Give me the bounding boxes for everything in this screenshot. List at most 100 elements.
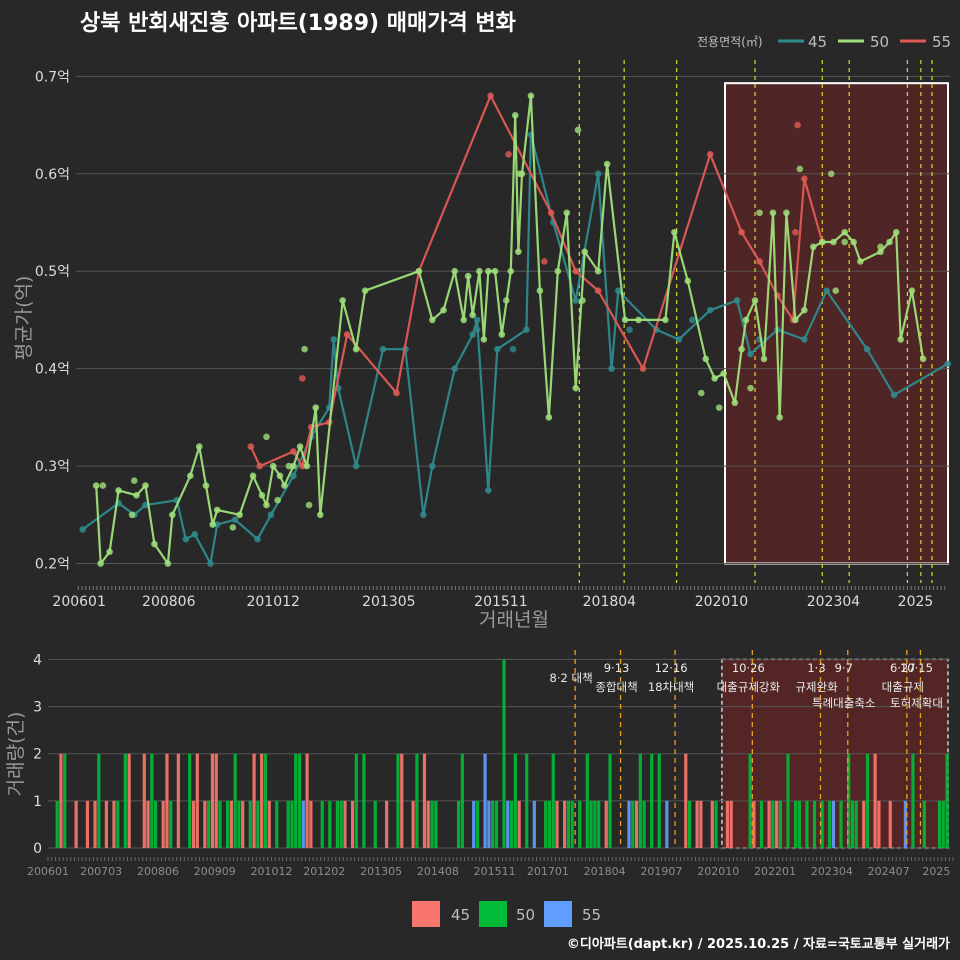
series-50-point (572, 384, 580, 392)
series-50-point (186, 472, 194, 480)
series-50-point (776, 414, 783, 421)
price-y-tick-label: 0.2억 (35, 557, 70, 573)
series-55-point (756, 258, 763, 265)
volume-bar (85, 800, 90, 848)
volume-bar (831, 800, 836, 848)
series-45-point (254, 535, 261, 543)
series-50-point (312, 404, 320, 411)
price-x-axis-title: 거래년월 (479, 609, 549, 631)
policy-annotation-date: 9·7 (835, 661, 853, 675)
volume-bar (903, 800, 907, 848)
series-55-point (738, 228, 745, 236)
series-50-point (106, 548, 113, 556)
series-50-point (209, 521, 217, 528)
series-55-point (594, 287, 602, 295)
volume-x-tick-label: 201202 (303, 865, 345, 878)
series-50-point (485, 267, 492, 275)
series-50-scatter-point (827, 170, 835, 178)
series-50-scatter-point (697, 389, 705, 397)
bar-legend-55-label: 55 (582, 906, 601, 924)
volume-bar (97, 753, 101, 848)
volume-bar (252, 753, 256, 848)
policy-annotation-label: 규제완화 (795, 680, 838, 694)
volume-bar (472, 800, 476, 848)
bar-legend-45-label: 45 (451, 906, 470, 924)
series-55-scatter-point (299, 375, 306, 382)
series-50-point (886, 238, 893, 246)
series-50-point (151, 540, 158, 548)
volume-bar (214, 753, 218, 848)
series-50-point (316, 511, 324, 519)
volume-bar (350, 800, 355, 848)
volume-bar (771, 800, 775, 848)
volume-bar (354, 753, 358, 848)
volume-x-tick-label: 202304 (811, 865, 853, 878)
volume-bar (63, 753, 67, 848)
volume-bar (657, 753, 661, 848)
volume-bar (411, 800, 415, 848)
series-55-point (393, 389, 400, 397)
volume-bar (203, 800, 207, 848)
series-50-point (352, 345, 360, 353)
volume-bar (627, 800, 631, 848)
volume-bar (854, 800, 858, 848)
legend-title: 전용면적(㎡) (697, 35, 763, 49)
volume-bar (475, 800, 480, 848)
volume-bar (593, 800, 597, 848)
series-50-point (202, 482, 210, 489)
volume-bar (123, 753, 127, 848)
policy-annotation-date: 10·26 (732, 661, 765, 675)
series-55-point (343, 331, 351, 338)
series-45-point (572, 297, 580, 304)
series-45-point (182, 535, 190, 543)
volume-bar (229, 800, 233, 848)
volume-bar (301, 800, 305, 848)
volume-bar (237, 800, 241, 848)
volume-bar (555, 800, 559, 848)
volume-bar (687, 800, 692, 848)
volume-bar (604, 800, 608, 848)
series-45-scatter-point (473, 326, 481, 333)
series-50-scatter-point (832, 287, 840, 295)
series-50-point (919, 355, 927, 363)
volume-bar (642, 800, 646, 848)
volume-x-tick-label: 202407 (868, 865, 910, 878)
volume-bar (608, 753, 612, 848)
volume-bar (335, 800, 339, 848)
volume-bar (362, 753, 366, 848)
volume-bar (862, 800, 866, 848)
series-50-scatter-point (305, 501, 313, 509)
legend-55-label: 55 (932, 33, 951, 51)
policy-annotation-label: 대출규제강화 (717, 680, 781, 694)
series-45-point (379, 345, 387, 353)
series-45-point (485, 487, 492, 494)
volume-bar (911, 753, 915, 848)
volume-bar (267, 800, 271, 848)
volume-bar (532, 800, 536, 848)
policy-annotation-label: 토허제확대 (890, 696, 943, 710)
volume-bar (456, 800, 461, 848)
volume-bar (547, 800, 552, 848)
series-45-point (330, 336, 338, 343)
volume-x-tick-label: 202010 (697, 865, 739, 878)
volume-bar (922, 800, 926, 848)
policy-annotation-label: 18차대책 (648, 680, 694, 694)
series-50-point (635, 316, 642, 324)
volume-bar (260, 753, 264, 848)
series-45-point (863, 345, 871, 353)
series-45-point (473, 316, 481, 324)
series-50-point (469, 311, 476, 319)
volume-bar (877, 800, 881, 848)
series-45-point (747, 350, 754, 358)
series-50-point (276, 472, 284, 480)
price-y-tick-label: 0.5억 (35, 264, 70, 280)
series-50-scatter-point (516, 170, 524, 178)
series-50-point (507, 267, 515, 275)
volume-bar (191, 800, 196, 848)
series-45-scatter-point (688, 316, 696, 324)
series-45-scatter-point (509, 345, 517, 353)
series-50-point (515, 248, 522, 256)
series-50-scatter-point (301, 345, 308, 353)
series-50-scatter-point (502, 297, 510, 304)
series-45-point (801, 336, 808, 343)
